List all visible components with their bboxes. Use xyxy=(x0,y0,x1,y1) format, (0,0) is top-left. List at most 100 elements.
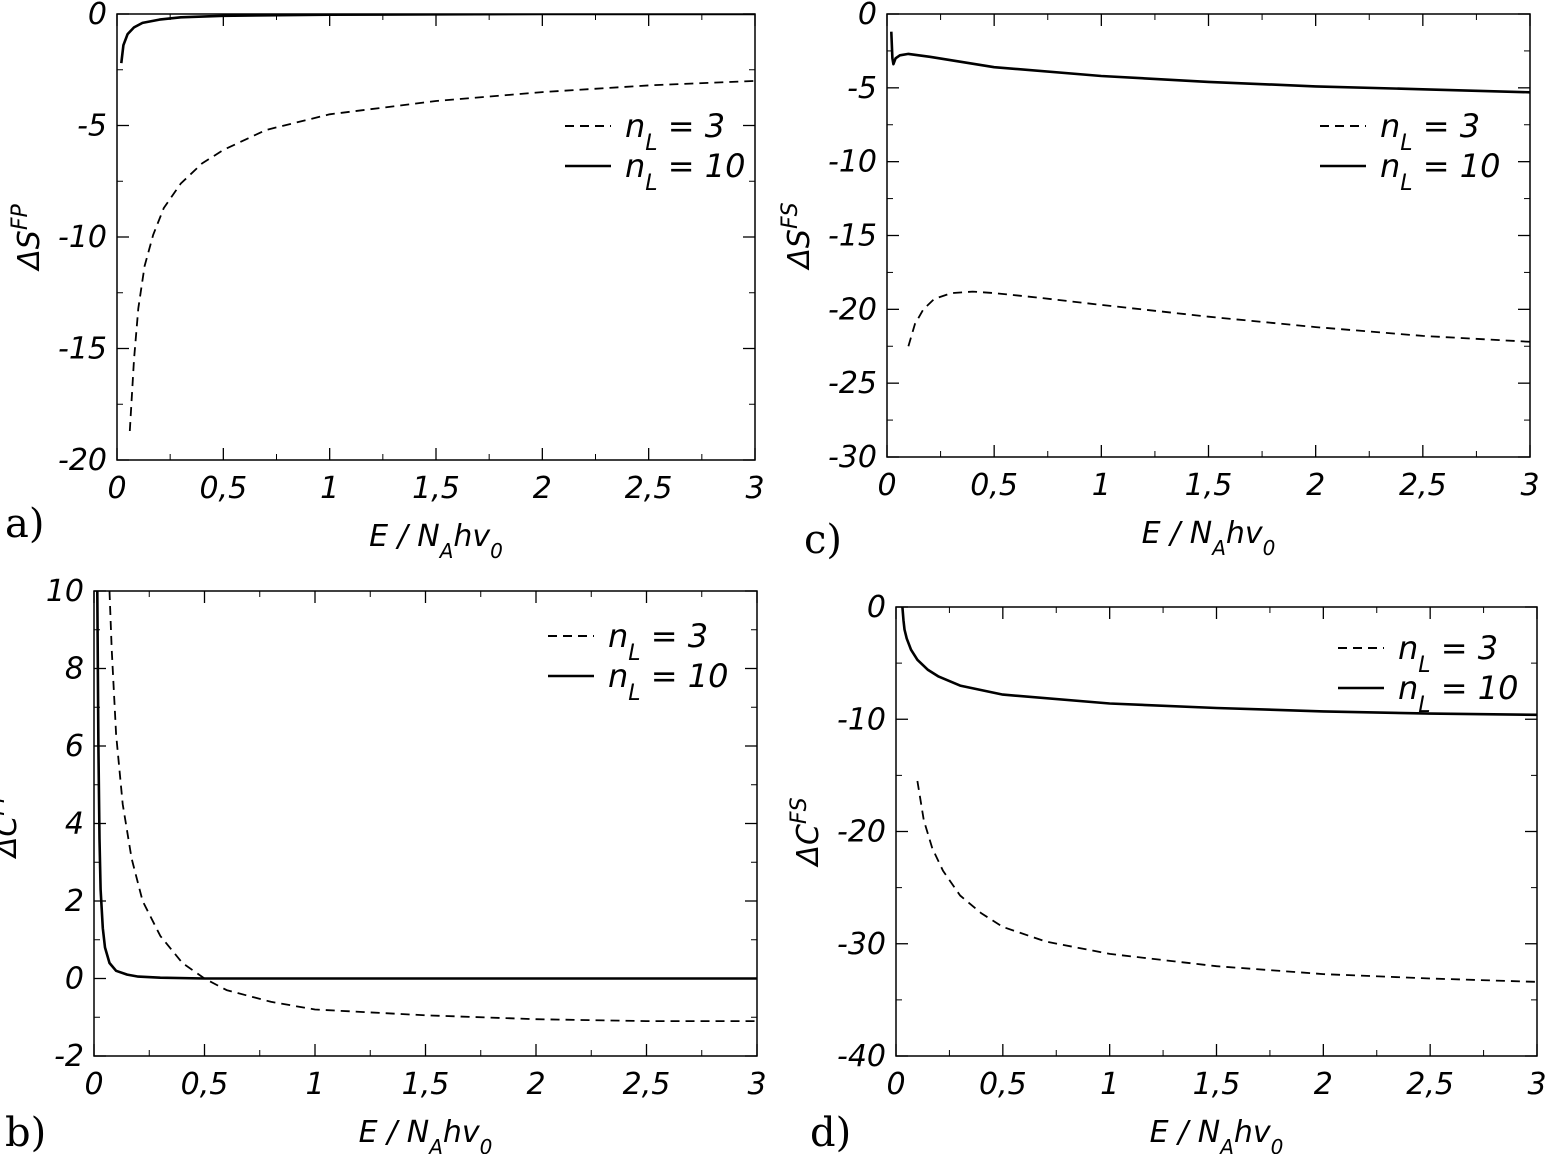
x-tick-label: 1,5 xyxy=(412,471,460,506)
x-tick-label: 2,5 xyxy=(1406,1067,1454,1102)
x-axis-label-sub: 0 xyxy=(480,1135,493,1154)
x-tick-label: 1 xyxy=(305,1067,324,1102)
x-tick-label: 1,5 xyxy=(1193,1067,1241,1102)
y-tick-label: -20 xyxy=(837,815,886,850)
y-axis-label-base: ΔC xyxy=(0,816,24,860)
x-tick-label: 0 xyxy=(877,468,896,503)
x-tick-label: 2 xyxy=(526,1067,545,1102)
legend-label: nL = 3 xyxy=(1380,107,1480,156)
x-axis-label-sub: A xyxy=(1210,536,1226,560)
x-axis-label-part: hv xyxy=(1234,1115,1272,1150)
series-line-nl-3 xyxy=(128,80,755,432)
chart-panel-1: 0 0,5 1 1,5 2 2,5 3-30-25-20-15-10-50E / NAhv0… xyxy=(778,0,1540,563)
x-tick-label: 0 xyxy=(886,1067,905,1102)
x-axis-label-part: E / N xyxy=(369,519,440,554)
y-tick-label: -15 xyxy=(58,332,107,367)
series-line-nl-10 xyxy=(901,607,1537,717)
y-tick-label: 0 xyxy=(88,0,107,32)
x-tick-label: 3 xyxy=(1527,1067,1546,1102)
plot-frame xyxy=(886,13,1531,458)
y-tick-label: -40 xyxy=(837,1039,886,1074)
panel-tag: c) xyxy=(804,517,842,563)
x-axis-label-part: hv xyxy=(443,1115,481,1150)
y-tick-label: -5 xyxy=(77,109,107,144)
x-axis-label-part: E / N xyxy=(1150,1115,1221,1150)
x-axis-label-sub: A xyxy=(438,539,454,563)
x-tick-label: 2,5 xyxy=(1399,468,1447,503)
x-tick-label: 2 xyxy=(533,471,552,506)
x-tick-label: 1 xyxy=(320,471,339,506)
panel-tag: b) xyxy=(5,1110,46,1154)
legend-label: nL = 10 xyxy=(1398,669,1518,718)
y-tick-label: 2 xyxy=(65,884,84,919)
x-tick-label: 0 xyxy=(84,1067,103,1102)
x-tick-label: 0 xyxy=(107,471,126,506)
plot-frame xyxy=(116,13,756,461)
chart-panel-0: 0 0,5 1 1,5 2 2,5 3-20-15-10-50E / NAhv0ΔSFPa)… xyxy=(5,0,765,563)
y-tick-label: -2 xyxy=(54,1039,84,1074)
series-line-nl-10 xyxy=(96,591,757,980)
x-tick-label: 0,5 xyxy=(199,471,247,506)
x-tick-label: 2 xyxy=(1306,468,1325,503)
y-tick-label: -20 xyxy=(58,443,107,478)
x-tick-label: 1 xyxy=(1100,1067,1119,1102)
x-axis-label-part: E / N xyxy=(1142,516,1213,551)
series-line-nl-10 xyxy=(890,31,1530,94)
x-tick-label: 2 xyxy=(1314,1067,1333,1102)
y-tick-label: 4 xyxy=(65,807,84,842)
y-tick-label: -15 xyxy=(828,219,877,254)
x-tick-label: 1,5 xyxy=(402,1067,450,1102)
y-tick-label: 6 xyxy=(65,729,84,764)
x-tick-label: 0,5 xyxy=(979,1067,1027,1102)
x-axis-label-part: hv xyxy=(453,519,491,554)
series-line-nl-3 xyxy=(108,591,757,1022)
x-axis-label: E / NAhv0 xyxy=(369,519,503,563)
y-tick-label: 8 xyxy=(65,652,84,687)
x-axis-label-part: hv xyxy=(1226,516,1264,551)
y-tick-label: 0 xyxy=(858,0,877,32)
y-tick-label: -10 xyxy=(828,145,877,180)
y-axis-label-sup: FS xyxy=(787,797,812,824)
x-axis-label-sub: A xyxy=(427,1135,443,1154)
legend-label: nL = 10 xyxy=(625,147,745,196)
y-axis-label-sup: FP xyxy=(8,204,33,231)
y-axis-label-base: ΔS xyxy=(12,230,47,272)
legend-label: nL = 3 xyxy=(608,617,708,666)
y-tick-label: -25 xyxy=(828,366,877,401)
legend-label: nL = 10 xyxy=(608,657,728,706)
x-tick-label: 1,5 xyxy=(1185,468,1233,503)
x-axis-label-sub: 0 xyxy=(490,539,503,563)
x-axis-label: E / NAhv0 xyxy=(1150,1115,1284,1154)
panel-tag: a) xyxy=(5,501,44,547)
y-axis-label: ΔCFP xyxy=(0,789,24,859)
x-axis-label: E / NAhv0 xyxy=(359,1115,493,1154)
x-axis-label-part: E / N xyxy=(359,1115,430,1150)
x-tick-label: 2,5 xyxy=(623,1067,671,1102)
x-tick-label: 2,5 xyxy=(625,471,673,506)
series-line-nl-10 xyxy=(120,14,755,64)
legend-label: nL = 3 xyxy=(625,107,725,156)
y-axis-label: ΔSFP xyxy=(8,204,48,272)
y-axis-label-base: ΔC xyxy=(791,824,826,868)
y-axis-label: ΔSFS xyxy=(778,202,818,270)
legend-label: nL = 3 xyxy=(1398,629,1498,678)
x-tick-label: 0,5 xyxy=(181,1067,229,1102)
x-tick-label: 3 xyxy=(1520,468,1539,503)
x-axis-label-sub: A xyxy=(1218,1135,1234,1154)
y-tick-label: 0 xyxy=(867,590,886,625)
y-tick-label: 0 xyxy=(65,962,84,997)
y-tick-label: -30 xyxy=(837,927,886,962)
y-tick-label: -10 xyxy=(837,702,886,737)
legend-label: nL = 10 xyxy=(1380,147,1500,196)
x-axis-label: E / NAhv0 xyxy=(1142,516,1276,560)
y-tick-label: -5 xyxy=(847,71,877,106)
series-line-nl-3 xyxy=(916,780,1537,983)
y-axis-label-sup: FS xyxy=(778,202,803,229)
y-tick-label: -10 xyxy=(58,220,107,255)
x-tick-label: 3 xyxy=(747,1067,766,1102)
x-tick-label: 3 xyxy=(745,471,764,506)
x-axis-label-sub: 0 xyxy=(1271,1135,1284,1154)
